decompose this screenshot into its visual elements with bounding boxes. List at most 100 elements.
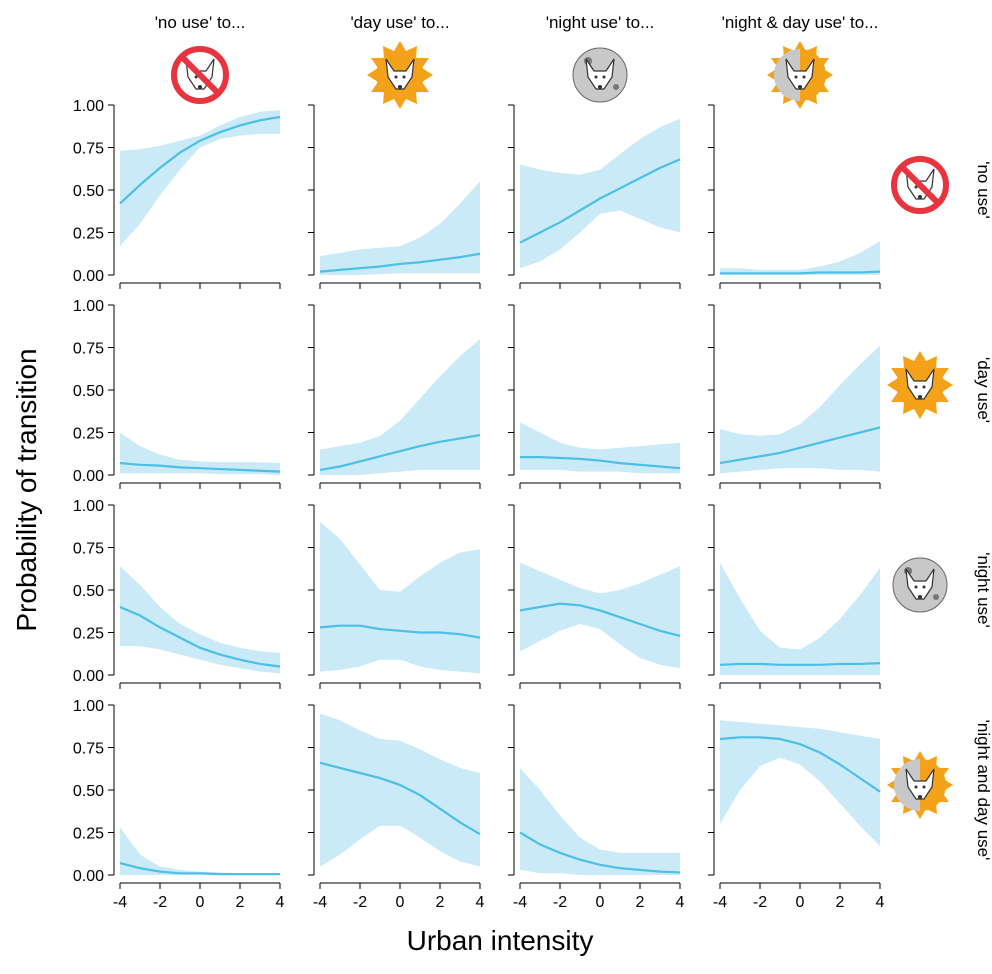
x-tick-label: -4	[113, 894, 127, 911]
icon-day-use	[367, 41, 433, 109]
line	[319, 433, 481, 471]
icon-no-use	[174, 49, 226, 101]
y-tick-label: 0.25	[73, 626, 104, 643]
y-tick-label: 0.75	[73, 141, 104, 158]
x-tick-label: -2	[353, 894, 367, 911]
x-tick-label: -2	[553, 894, 567, 911]
panel: -4 -2 0 2 4	[508, 704, 685, 911]
icon-no-use	[894, 159, 946, 211]
y-tick-label: 0.00	[73, 668, 104, 685]
confidence-band	[120, 827, 280, 875]
x-axis-label: Urban intensity	[407, 925, 594, 956]
x-tick-label: 4	[676, 894, 685, 911]
panel	[308, 304, 481, 489]
y-tick-label: 0.75	[73, 741, 104, 758]
confidence-band	[120, 432, 280, 475]
y-tick-label: 1.00	[73, 298, 104, 315]
confidence-band	[720, 562, 880, 675]
panel: -4 -2 0 2 4	[308, 704, 485, 911]
panel	[308, 504, 481, 689]
x-tick-label: -4	[313, 894, 327, 911]
y-tick-label: 0.00	[73, 868, 104, 885]
panel	[508, 104, 681, 289]
line	[119, 115, 281, 205]
line	[119, 462, 281, 473]
y-axis-label: Probability of transition	[11, 348, 42, 631]
column-title: 'no use' to...	[155, 13, 246, 32]
y-tick-label: 0.00	[73, 268, 104, 285]
y-tick-label: 0.25	[73, 226, 104, 243]
row-label: 'night use'	[974, 552, 992, 628]
confidence-band	[520, 767, 680, 875]
confidence-band	[720, 720, 880, 847]
y-tick-label: 0.50	[73, 783, 104, 800]
row-label: 'day use'	[974, 357, 992, 423]
x-tick-label: 4	[276, 894, 285, 911]
confidence-band	[320, 339, 480, 475]
y-tick-label: 0.25	[73, 826, 104, 843]
panel	[508, 504, 681, 689]
y-tick-label: 0.50	[73, 383, 104, 400]
x-tick-label: 2	[436, 894, 445, 911]
confidence-band	[320, 713, 480, 867]
line	[319, 624, 481, 639]
icon-night-day-use	[887, 751, 953, 819]
panel	[508, 304, 681, 489]
x-tick-label: -2	[753, 894, 767, 911]
panel: -4 -2 0 2 4	[708, 704, 885, 911]
row-label: 'no use'	[974, 161, 992, 219]
x-tick-label: 0	[396, 894, 405, 911]
column-title: 'day use' to...	[350, 13, 449, 32]
line	[719, 736, 881, 793]
y-tick-label: 0.50	[73, 583, 104, 600]
line	[119, 862, 280, 876]
y-tick-label: 0.75	[73, 541, 104, 558]
y-tick-label: 0.50	[73, 183, 104, 200]
confidence-band	[720, 345, 880, 474]
line	[520, 456, 681, 470]
confidence-band	[120, 566, 280, 674]
confidence-band	[520, 562, 680, 669]
x-tick-label: -4	[713, 894, 727, 911]
line	[719, 426, 881, 465]
y-tick-label: 1.00	[73, 98, 104, 115]
y-tick-label: 0.00	[73, 468, 104, 485]
icon-night-use	[573, 48, 627, 102]
panel: 0.00 0.25 0.50 0.75 1.00	[73, 298, 281, 489]
column-title: 'night use' to...	[546, 13, 655, 32]
line	[720, 270, 881, 275]
y-tick-label: 0.25	[73, 426, 104, 443]
panel	[308, 104, 481, 289]
x-tick-label: 4	[476, 894, 485, 911]
x-tick-label: 2	[236, 894, 245, 911]
confidence-band	[120, 110, 280, 247]
confidence-band	[520, 118, 680, 269]
row-label: 'night and day use'	[974, 720, 992, 861]
y-tick-label: 0.75	[73, 341, 104, 358]
line	[319, 252, 481, 273]
confidence-band	[320, 522, 480, 674]
panel	[708, 504, 881, 689]
y-tick-label: 1.00	[73, 698, 104, 715]
line	[719, 662, 881, 666]
confidence-band	[720, 241, 880, 275]
panel: 0.00 0.25 0.50 0.75 1.00	[73, 498, 281, 689]
x-tick-label: 2	[636, 894, 645, 911]
x-tick-label: 4	[876, 894, 885, 911]
x-tick-label: 0	[796, 894, 805, 911]
line	[519, 831, 681, 874]
y-tick-label: 1.00	[73, 498, 104, 515]
line	[319, 761, 481, 836]
x-tick-label: 2	[836, 894, 845, 911]
panel	[708, 304, 881, 489]
icon-night-day-use	[767, 41, 833, 109]
panel: 0.00 0.25 0.50 0.75 1.00	[73, 98, 281, 289]
line	[519, 158, 681, 244]
x-tick-label: 0	[196, 894, 205, 911]
confidence-band	[320, 181, 480, 275]
icon-night-use	[893, 558, 947, 612]
icon-day-use	[887, 351, 953, 419]
confidence-band	[520, 422, 680, 474]
x-tick-label: -4	[513, 894, 527, 911]
